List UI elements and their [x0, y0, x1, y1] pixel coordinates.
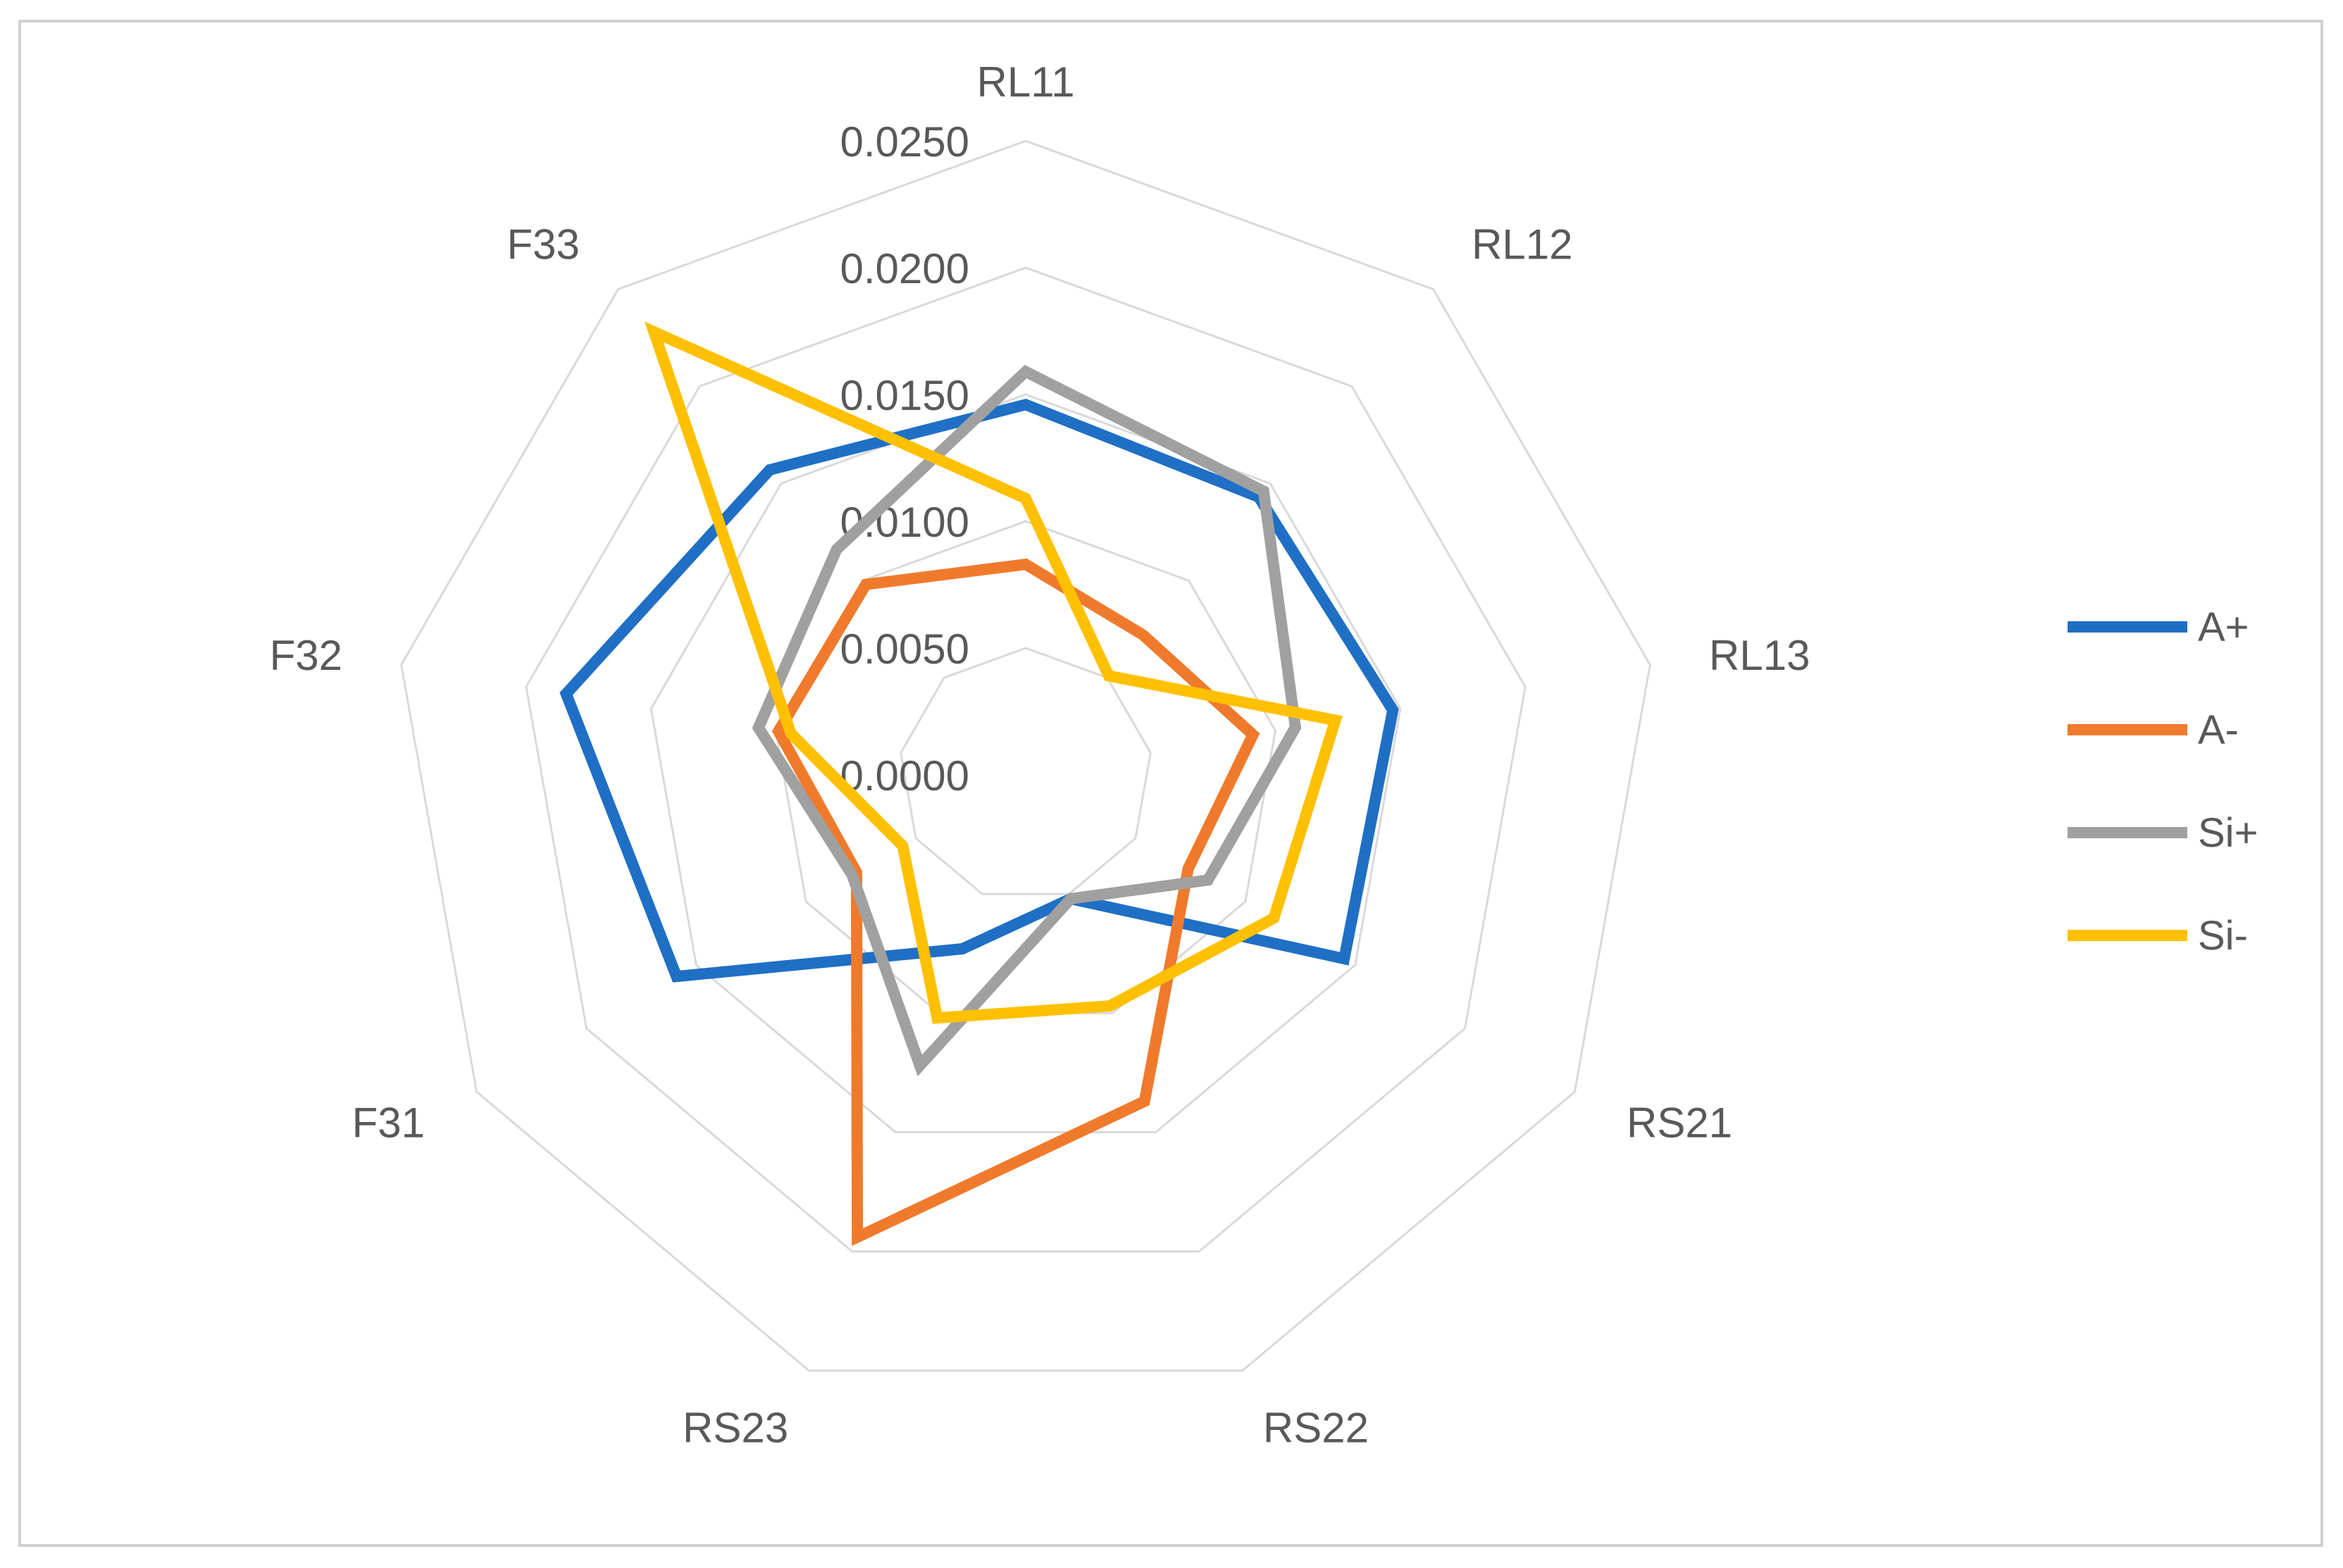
data-point	[1207, 879, 1209, 881]
data-point	[1273, 917, 1275, 919]
data-point	[769, 469, 771, 471]
category-label-rl11: RL11	[977, 58, 1075, 106]
legend-label: A-	[2198, 707, 2239, 753]
grid-ring	[900, 647, 1152, 895]
axis-tick-label: 0.0150	[840, 372, 969, 419]
data-point	[1187, 868, 1189, 870]
category-label-f33: F33	[507, 220, 580, 268]
category-label-rs21: RS21	[1627, 1100, 1732, 1147]
data-point	[565, 693, 567, 695]
series-lines	[559, 321, 1399, 1246]
data-point	[790, 733, 792, 735]
legend: A+ A- Si+ Si-	[2068, 604, 2258, 959]
legend-label: A+	[2198, 604, 2249, 650]
data-point	[1252, 734, 1254, 736]
category-label-f32: F32	[270, 632, 342, 679]
data-point	[1392, 709, 1394, 711]
data-point	[1025, 404, 1026, 406]
data-point	[962, 948, 964, 950]
category-label-rl12: RL12	[1472, 220, 1572, 268]
legend-label: Si+	[2198, 810, 2258, 856]
grid-ring	[650, 393, 1402, 1133]
category-label-rs22: RS22	[1263, 1405, 1369, 1452]
series-line-si-minusplus	[752, 364, 1302, 1077]
axis-tick-label: 0.0200	[840, 245, 969, 292]
data-point	[1108, 675, 1110, 677]
radar-grid	[400, 139, 1651, 1372]
data-point	[902, 845, 904, 847]
data-point	[653, 331, 655, 333]
data-point	[851, 874, 853, 876]
series-line-si-minus	[644, 321, 1343, 1024]
series-line-a-minus	[771, 558, 1260, 1246]
data-point	[857, 1236, 859, 1238]
chart-frame	[18, 20, 2323, 1547]
data-point	[919, 1064, 921, 1066]
grid-ring	[400, 139, 1651, 1372]
axis-tick-label: 0.0250	[840, 118, 969, 166]
data-point	[1142, 634, 1144, 636]
data-point	[1025, 371, 1026, 373]
legend-label: Si-	[2198, 913, 2248, 959]
axis-tick-label: 0.0050	[840, 626, 969, 673]
grid-ring	[525, 266, 1527, 1253]
data-point	[1025, 497, 1026, 499]
data-point	[936, 1017, 938, 1019]
category-label-f31: F31	[352, 1100, 425, 1147]
data-point	[1025, 564, 1026, 566]
data-point	[1262, 490, 1264, 492]
data-point	[1070, 897, 1071, 900]
data-point	[1294, 726, 1296, 728]
data-point	[1334, 719, 1336, 721]
data-point	[835, 549, 838, 551]
category-labels: RL11 RL12 RL13 RS21 RS22 RS23 F31 F32 F33	[270, 58, 1810, 1452]
data-point	[1109, 1005, 1111, 1007]
data-point	[778, 730, 779, 733]
data-point	[865, 583, 867, 585]
series-line-a-minusplus	[559, 399, 1399, 983]
data-point	[757, 727, 759, 729]
category-label-rs23: RS23	[683, 1405, 788, 1452]
category-label-rl13: RL13	[1709, 632, 1810, 679]
axis-tick-label: 0.0000	[840, 752, 969, 799]
data-point	[1143, 1100, 1145, 1102]
data-point	[676, 976, 678, 978]
data-point	[1343, 958, 1345, 959]
